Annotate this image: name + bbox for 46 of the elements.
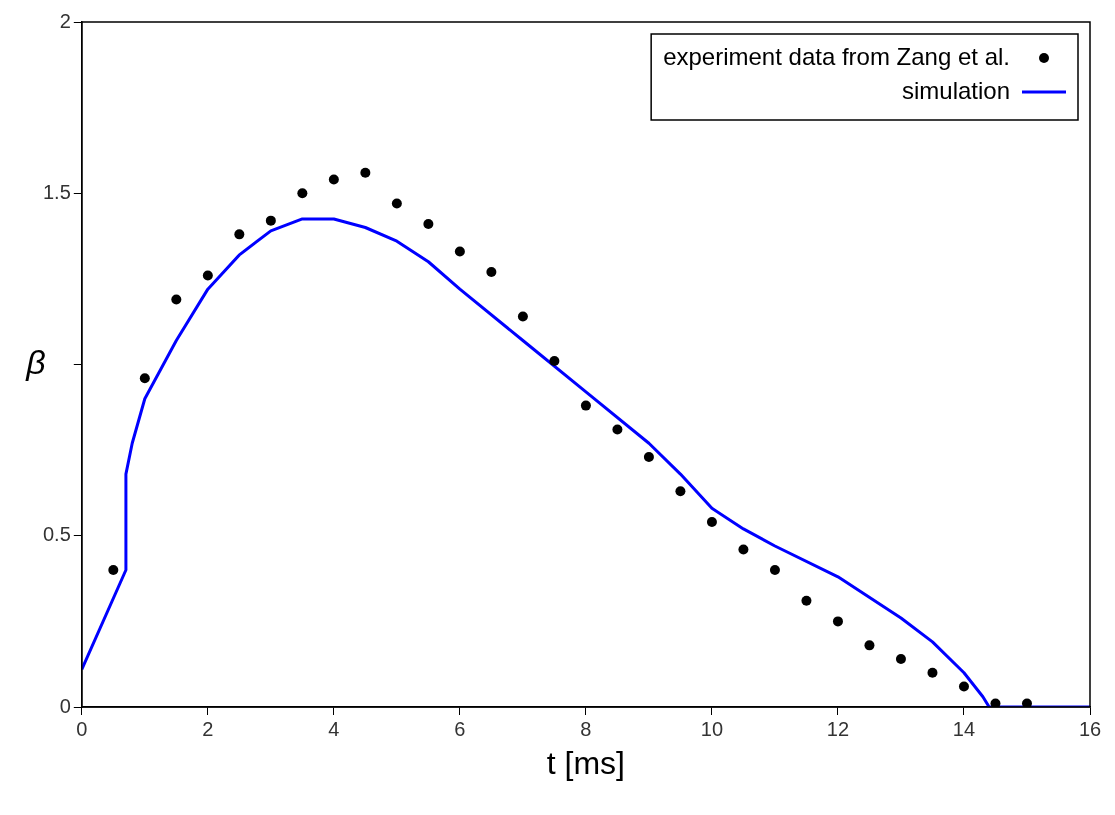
point	[832, 616, 843, 627]
point	[391, 198, 402, 209]
y-tick-label: 0	[59, 694, 71, 717]
point	[265, 215, 276, 226]
x-tick-label: 4	[328, 717, 340, 740]
point	[517, 311, 528, 322]
point	[675, 486, 686, 497]
x-tick-label: 6	[454, 717, 466, 740]
point	[1021, 698, 1032, 707]
point	[139, 373, 150, 384]
x-tick-label: 14	[952, 717, 976, 740]
point	[864, 640, 875, 651]
point	[202, 270, 213, 281]
x-tick-label: 2	[202, 717, 214, 740]
point	[738, 544, 749, 555]
point	[580, 400, 591, 411]
x-axis-title: t [ms]	[546, 744, 626, 781]
x-tick-label: 8	[580, 717, 592, 740]
point	[328, 174, 339, 185]
y-tick-label: 2	[59, 9, 71, 32]
point	[454, 246, 465, 257]
point	[297, 188, 308, 199]
point	[958, 681, 969, 692]
point	[549, 356, 560, 367]
point	[895, 654, 906, 665]
y-axis-title: β	[25, 342, 46, 381]
point	[801, 595, 812, 606]
y-tick-label: 1.5	[42, 180, 71, 203]
x-tick-label: 12	[826, 717, 850, 740]
legend-label: simulation	[901, 76, 1010, 104]
point	[171, 294, 182, 305]
legend-label: experiment data from Zang et al.	[663, 42, 1010, 70]
point	[706, 517, 717, 528]
point	[612, 424, 623, 435]
point	[769, 565, 780, 575]
x-tick-label: 16	[1078, 717, 1102, 740]
point	[486, 267, 497, 278]
point	[234, 229, 245, 240]
point	[108, 565, 119, 575]
x-tick-label: 10	[700, 717, 724, 740]
point	[360, 167, 371, 178]
x-tick-label: 0	[76, 717, 88, 740]
point	[927, 667, 938, 678]
y-tick-label: 0.5	[42, 523, 71, 546]
point	[643, 451, 654, 462]
point	[423, 219, 434, 230]
